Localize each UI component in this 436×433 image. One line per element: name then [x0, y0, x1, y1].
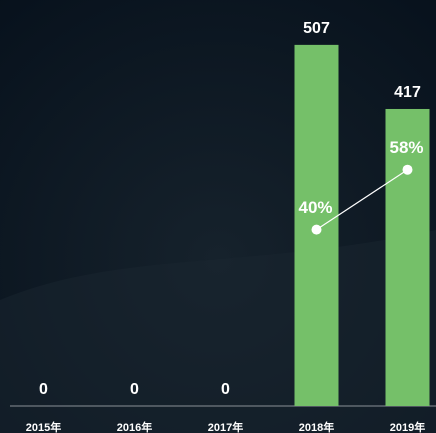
line	[316, 169, 408, 231]
x-tick-label: 2017年	[208, 420, 243, 433]
bar	[385, 108, 430, 407]
value-label: 58%	[389, 138, 423, 157]
value-label: 417	[394, 84, 421, 101]
x-tick-label: 2016年	[117, 420, 152, 433]
point	[402, 164, 413, 175]
value-label: 0	[221, 381, 230, 398]
value-label: 0	[39, 381, 48, 398]
x-tick-label: 2019年	[390, 420, 425, 433]
value-label: 40%	[298, 198, 332, 217]
x-tick-label: 2015年	[26, 420, 61, 433]
value-label: 0	[130, 381, 139, 398]
x-tick-label: 2018年	[299, 420, 334, 433]
value-label: 507	[303, 20, 330, 37]
point	[311, 224, 322, 235]
